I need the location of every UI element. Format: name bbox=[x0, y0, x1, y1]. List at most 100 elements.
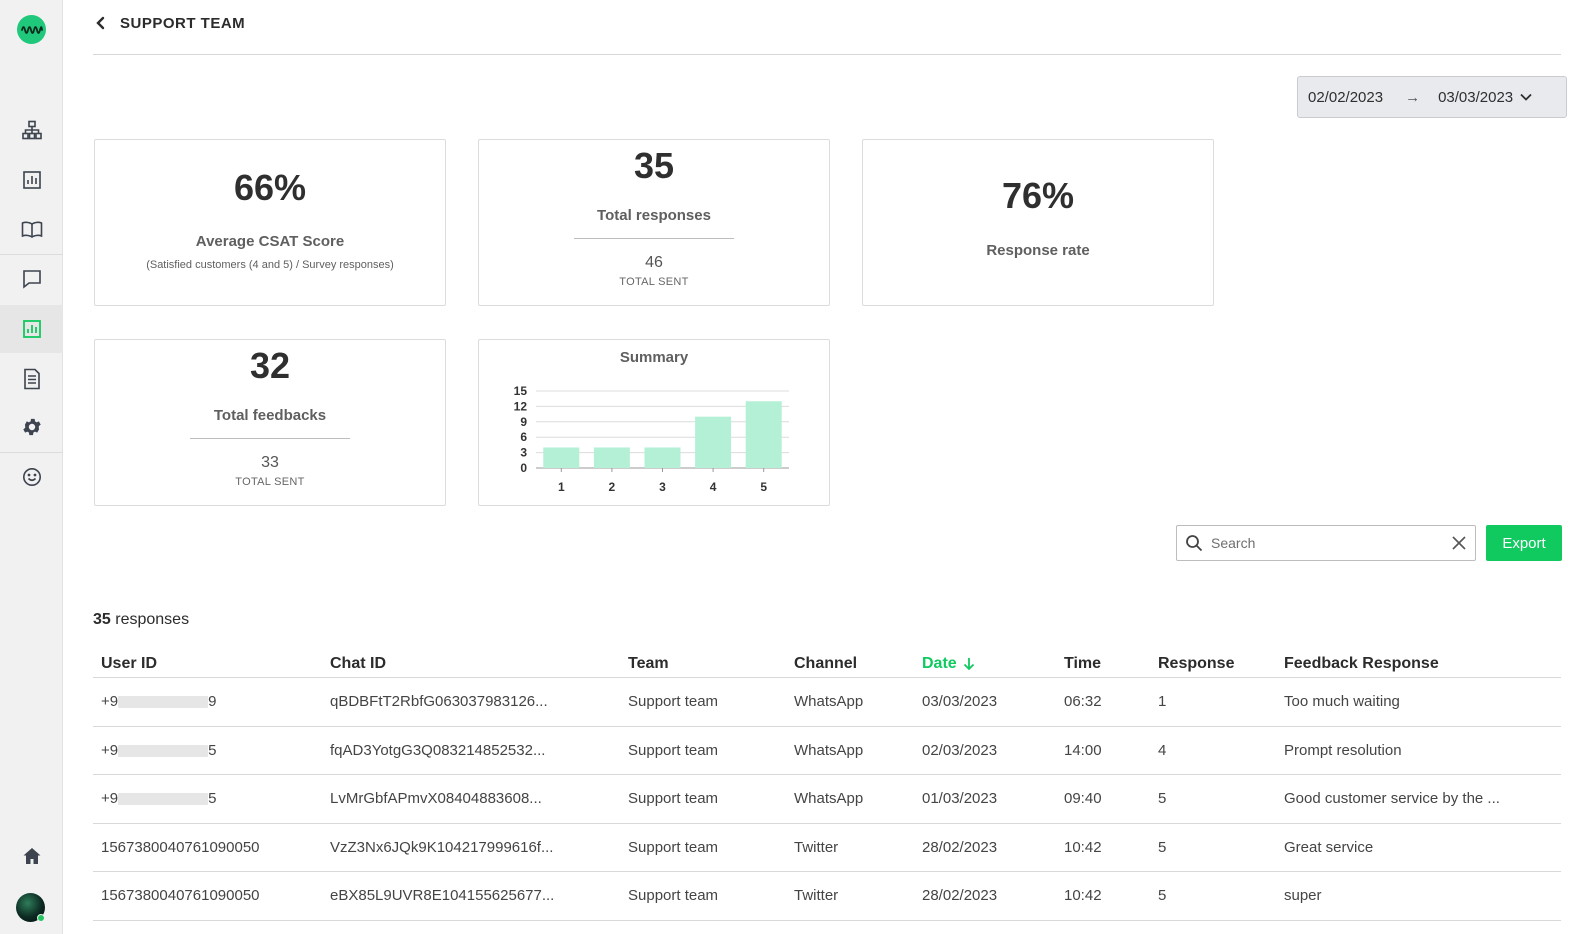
analytics-icon[interactable] bbox=[0, 305, 63, 353]
chart-x-tick-label: 4 bbox=[710, 480, 717, 494]
table-row[interactable]: 1567380040761090050 VzZ3Nx6JQk9K104217999… bbox=[93, 824, 1561, 872]
chat-id-cell: VzZ3Nx6JQk9K104217999616f... bbox=[330, 838, 554, 856]
table-header: User ID Chat ID Team Channel Date Time R… bbox=[93, 650, 1561, 678]
column-header-channel[interactable]: Channel bbox=[794, 654, 858, 672]
export-button[interactable]: Export bbox=[1486, 525, 1562, 561]
response-cell: 5 bbox=[1158, 790, 1167, 808]
channel-cell: WhatsApp bbox=[794, 741, 864, 759]
home-icon[interactable] bbox=[0, 832, 63, 880]
time-cell: 14:00 bbox=[1064, 741, 1102, 759]
team-cell: Support team bbox=[628, 790, 719, 808]
search-box bbox=[1176, 525, 1476, 561]
responses-sent-count: 46 bbox=[645, 254, 663, 271]
csat-value: 66% bbox=[233, 167, 307, 208]
csat-description: (Satisfied customers (4 and 5) / Survey … bbox=[146, 259, 394, 271]
chat-id-cell: qBDBFtT2RbfG063037983126... bbox=[330, 693, 548, 711]
user-id-cell: +9 5 bbox=[93, 742, 322, 759]
chart-x-tick-label: 3 bbox=[659, 480, 666, 494]
responses-card: 35 Total responses 46 TOTAL SENT bbox=[478, 139, 830, 306]
summary-title: Summary bbox=[619, 349, 689, 366]
responses-table: User ID Chat ID Team Channel Date Time R… bbox=[93, 650, 1561, 921]
date-range-end[interactable]: 03/03/2023 bbox=[1438, 88, 1514, 106]
hierarchy-icon[interactable] bbox=[0, 106, 63, 154]
chart-y-tick-label: 15 bbox=[514, 384, 528, 398]
team-cell: Support team bbox=[628, 741, 719, 759]
chat-id-cell: eBX85L9UVR8E104155625677... bbox=[330, 887, 555, 905]
chart-x-tick-label: 2 bbox=[609, 480, 616, 494]
chevron-down-icon[interactable] bbox=[1519, 92, 1533, 102]
chart-bar bbox=[644, 447, 681, 468]
user-id-prefix: 1567380040761090050 bbox=[101, 838, 260, 856]
chat-id-cell: LvMrGbfAPmvX08404883608... bbox=[330, 790, 542, 808]
chart-y-tick-label: 6 bbox=[520, 430, 527, 444]
redacted-mask bbox=[118, 744, 209, 757]
document-icon[interactable] bbox=[0, 355, 63, 403]
table-row[interactable]: +9 5 LvMrGbfAPmvX08404883608... Support tea… bbox=[93, 775, 1561, 824]
csat-label: Average CSAT Score bbox=[195, 233, 345, 250]
user-id-prefix: 1567380040761090050 bbox=[101, 887, 260, 905]
response-rate-label: Response rate bbox=[986, 242, 1090, 259]
chart-bar bbox=[543, 447, 580, 468]
gear-icon[interactable] bbox=[0, 403, 63, 451]
channel-cell: WhatsApp bbox=[794, 693, 864, 711]
user-id-prefix: +9 bbox=[101, 790, 119, 808]
chart-x-tick-label: 5 bbox=[760, 480, 767, 494]
summary-card: Summary 0 3 6 9 12 15 1 2 3 4 5 bbox=[478, 339, 830, 506]
responses-label: Total responses bbox=[597, 207, 711, 224]
online-status-dot bbox=[37, 914, 45, 922]
column-header-team[interactable]: Team bbox=[628, 654, 669, 672]
date-cell: 02/03/2023 bbox=[922, 741, 998, 759]
column-header-chat-id[interactable]: Chat ID bbox=[330, 654, 386, 672]
column-header-feedback-response[interactable]: Feedback Response bbox=[1284, 654, 1439, 672]
sound-wave-logo[interactable] bbox=[17, 15, 46, 44]
feedback-cell: Too much waiting bbox=[1284, 693, 1400, 711]
column-header-time[interactable]: Time bbox=[1064, 654, 1102, 672]
sidebar bbox=[0, 0, 63, 934]
responses-sent-caption: TOTAL SENT bbox=[619, 276, 689, 288]
table-row[interactable]: 1567380040761090050 eBX85L9UVR8E104155625… bbox=[93, 872, 1561, 921]
user-id-suffix: 9 bbox=[208, 693, 217, 711]
user-id-prefix: +9 bbox=[101, 741, 119, 759]
response-cell: 1 bbox=[1158, 693, 1167, 711]
user-id-cell: +9 5 bbox=[93, 790, 322, 807]
back-button[interactable] bbox=[93, 15, 107, 31]
date-cell: 01/03/2023 bbox=[922, 790, 998, 808]
close-icon[interactable] bbox=[1451, 535, 1467, 551]
book-icon[interactable] bbox=[0, 206, 63, 254]
feedbacks-card: 32 Total feedbacks 33 TOTAL SENT bbox=[94, 339, 446, 506]
feedbacks-value: 32 bbox=[249, 345, 291, 386]
table-row[interactable]: +9 9 qBDBFtT2RbfG063037983126... Support te… bbox=[93, 678, 1561, 727]
chat-id-cell: fqAD3YotgG3Q083214852532... bbox=[330, 741, 546, 759]
user-id-prefix: +9 bbox=[101, 693, 119, 711]
user-id-cell: +9 9 bbox=[93, 693, 322, 710]
search-input[interactable] bbox=[1211, 535, 1451, 551]
chat-icon[interactable] bbox=[0, 255, 63, 303]
response-rate-value: 76% bbox=[1001, 175, 1075, 216]
feedback-cell: Prompt resolution bbox=[1284, 741, 1402, 759]
chevron-left-icon bbox=[96, 16, 105, 30]
team-cell: Support team bbox=[628, 887, 719, 905]
team-cell: Support team bbox=[628, 838, 719, 856]
column-header-user-id[interactable]: User ID bbox=[101, 654, 158, 672]
chart-y-tick-label: 12 bbox=[514, 399, 528, 413]
date-range-start[interactable]: 02/02/2023 bbox=[1308, 88, 1384, 106]
bar-chart-icon[interactable] bbox=[0, 156, 63, 204]
team-cell: Support team bbox=[628, 693, 719, 711]
user-id-suffix: 5 bbox=[208, 790, 217, 808]
header-divider bbox=[93, 54, 1561, 55]
responses-count-number: 35 bbox=[93, 611, 111, 628]
channel-cell: WhatsApp bbox=[794, 790, 864, 808]
chart-x-tick-label: 1 bbox=[558, 480, 565, 494]
column-header-response[interactable]: Response bbox=[1158, 654, 1235, 672]
column-header-date[interactable]: Date bbox=[914, 655, 1056, 673]
feedback-cell: super bbox=[1284, 887, 1322, 905]
table-row[interactable]: +9 5 fqAD3YotgG3Q083214852532... Support te… bbox=[93, 727, 1561, 775]
date-range-picker[interactable]: 02/02/2023 → 03/03/2023 bbox=[1297, 76, 1567, 118]
arrow-right-icon: → bbox=[1405, 88, 1421, 106]
smiley-icon[interactable] bbox=[0, 453, 63, 501]
date-cell: 28/02/2023 bbox=[922, 887, 998, 905]
time-cell: 10:42 bbox=[1064, 838, 1102, 856]
redacted-mask bbox=[118, 696, 209, 709]
responses-divider bbox=[574, 238, 734, 239]
